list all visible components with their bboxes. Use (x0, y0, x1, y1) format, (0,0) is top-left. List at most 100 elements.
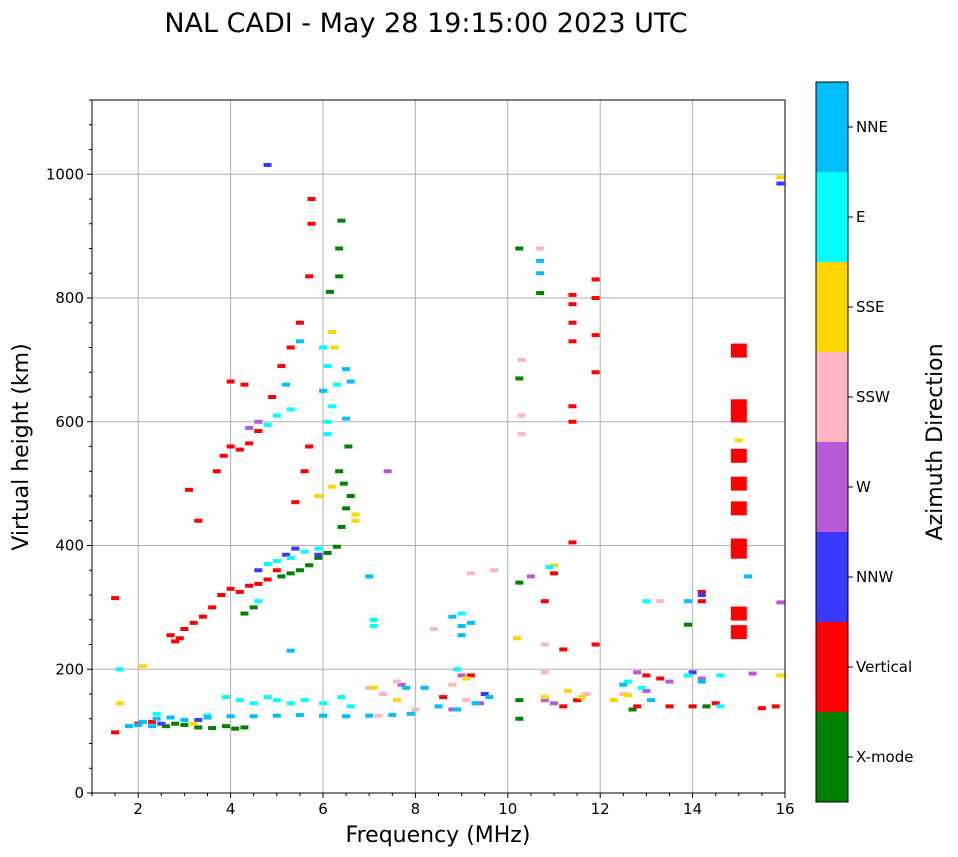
data-point-sse (734, 438, 743, 443)
data-point-vertical (189, 620, 198, 625)
data-point-vertical (175, 636, 184, 641)
data-point-ssw (365, 685, 374, 690)
data-point-vertical (591, 370, 600, 375)
data-point-nne (134, 722, 143, 727)
data-point-vertical (185, 487, 194, 492)
data-point-x-mode (180, 722, 189, 727)
data-point-sse (776, 673, 785, 678)
data-point-x-mode (305, 563, 314, 568)
data-point-x-mode (628, 707, 637, 712)
data-point-nne (466, 620, 475, 625)
data-point-sse (577, 695, 586, 700)
data-point-vertical (697, 599, 706, 604)
data-point-vertical (757, 706, 766, 711)
data-point-vertical (559, 647, 568, 652)
data-point-nne (448, 614, 457, 619)
y-tick-label: 400 (55, 537, 84, 555)
data-point-vertical (540, 599, 549, 604)
colorbar-label: Azimuth Direction (923, 343, 948, 540)
data-point-x-mode (325, 289, 334, 294)
data-point-e (263, 695, 272, 700)
data-point-e (545, 565, 554, 570)
data-point-vertical (148, 719, 157, 724)
data-point-e (457, 611, 466, 616)
data-point-vertical (439, 695, 448, 700)
y-tick-label: 1000 (46, 165, 84, 183)
data-point-e (716, 704, 725, 709)
data-point-nne (452, 707, 461, 712)
data-point-vertical (730, 538, 747, 553)
data-point-vertical (591, 296, 600, 300)
data-point-nnw (480, 692, 489, 696)
data-point-e (286, 701, 295, 706)
grid (92, 100, 786, 794)
colorbar-segment (816, 712, 848, 802)
data-point-nne (282, 382, 291, 387)
data-point-x-mode (161, 724, 170, 729)
data-point-x-mode (332, 544, 341, 549)
data-point-nne (295, 339, 304, 344)
data-point-e (346, 704, 355, 709)
data-point-e (323, 432, 332, 437)
data-point-e (152, 711, 161, 716)
data-point-e (221, 695, 230, 700)
colorbar-frame (815, 81, 849, 803)
data-point-ssw (517, 357, 526, 362)
colorbar-category-label: X-mode (856, 748, 913, 766)
data-point-vertical (208, 605, 217, 610)
data-point-vertical (307, 221, 316, 226)
x-tick-label: 8 (411, 800, 421, 818)
data-point-nne (124, 724, 133, 729)
data-point-vertical (254, 429, 263, 434)
colorbar-segment (816, 352, 848, 442)
data-point-vertical (180, 627, 189, 632)
data-point-e (272, 698, 281, 703)
data-point-x-mode (515, 580, 524, 585)
data-point-e (323, 364, 332, 369)
data-point-sse (189, 721, 198, 726)
data-point-w (476, 701, 485, 706)
data-point-w (642, 688, 651, 693)
data-point-sse (351, 512, 360, 517)
data-point-e (272, 558, 281, 563)
data-point-w (448, 707, 457, 712)
data-point-nne (402, 685, 411, 690)
data-point-w (633, 670, 642, 675)
data-point-vertical (633, 704, 642, 709)
data-point-vertical (730, 501, 747, 516)
data-point-w (550, 701, 558, 706)
data-point-nne (457, 633, 466, 638)
colorbar-segment (816, 82, 848, 172)
y-tick-label: 800 (55, 289, 84, 307)
data-point-e (263, 422, 272, 427)
data-point-sse (138, 664, 147, 669)
colorbar-segment (816, 262, 848, 352)
x-tick-label: 4 (226, 800, 236, 818)
data-point-w (748, 671, 757, 676)
x-tick-label: 2 (133, 800, 143, 818)
data-point-vertical (665, 704, 674, 709)
data-point-nne (249, 714, 258, 719)
data-point-e (369, 617, 378, 622)
data-point-vertical (272, 568, 281, 573)
data-point-e (716, 673, 725, 678)
data-point-nnw (263, 162, 272, 167)
y-tick-label: 600 (55, 413, 84, 431)
colorbar-segment (816, 172, 848, 262)
data-point-vertical (550, 571, 558, 576)
data-point-nne (647, 698, 656, 703)
data-point-ssw (462, 698, 471, 703)
data-point-ssw (489, 568, 498, 573)
data-point-nnw (291, 546, 300, 551)
data-point-nnw (282, 552, 291, 557)
data-point-e (642, 599, 651, 604)
data-point-vertical (730, 476, 747, 491)
data-point-vertical (295, 320, 304, 325)
data-point-vertical (730, 606, 747, 621)
data-point-vertical (219, 453, 228, 458)
data-point-vertical (235, 447, 244, 452)
data-point-nne (365, 574, 374, 579)
data-point-nne (434, 704, 443, 709)
data-point-vertical (307, 197, 316, 201)
